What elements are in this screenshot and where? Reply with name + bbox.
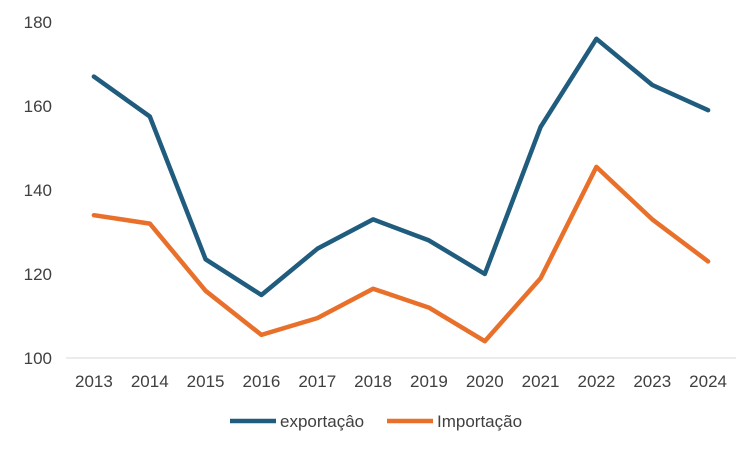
legend-label: Importação (437, 412, 522, 431)
x-tick-label: 2016 (243, 372, 281, 391)
y-tick-label: 180 (24, 13, 52, 32)
legend-label: exportaçâo (280, 412, 364, 431)
x-axis: 2013 2014 2015 2016 2017 2018 2019 2020 2021 2022… (75, 372, 727, 391)
x-tick-label: 2020 (466, 372, 504, 391)
x-tick-label: 2021 (522, 372, 560, 391)
x-tick-label: 2018 (354, 372, 392, 391)
y-tick-label: 100 (24, 349, 52, 368)
series-lines (91, 36, 711, 344)
y-tick-label: 160 (24, 97, 52, 116)
x-tick-label: 2019 (410, 372, 448, 391)
y-tick-label: 140 (24, 181, 52, 200)
x-tick-label: 2014 (131, 372, 169, 391)
x-tick-label: 2015 (187, 372, 225, 391)
y-tick-label: 120 (24, 265, 52, 284)
series-line-importacao (91, 164, 711, 344)
x-tick-label: 2023 (633, 372, 671, 391)
legend: exportaçâo Importação (230, 412, 522, 431)
x-tick-label: 2022 (578, 372, 616, 391)
x-tick-label: 2013 (75, 372, 113, 391)
x-tick-label: 2024 (689, 372, 727, 391)
y-axis: 100 120 140 160 180 (24, 13, 52, 368)
series-line-exportacao (91, 36, 711, 298)
x-tick-label: 2017 (298, 372, 336, 391)
